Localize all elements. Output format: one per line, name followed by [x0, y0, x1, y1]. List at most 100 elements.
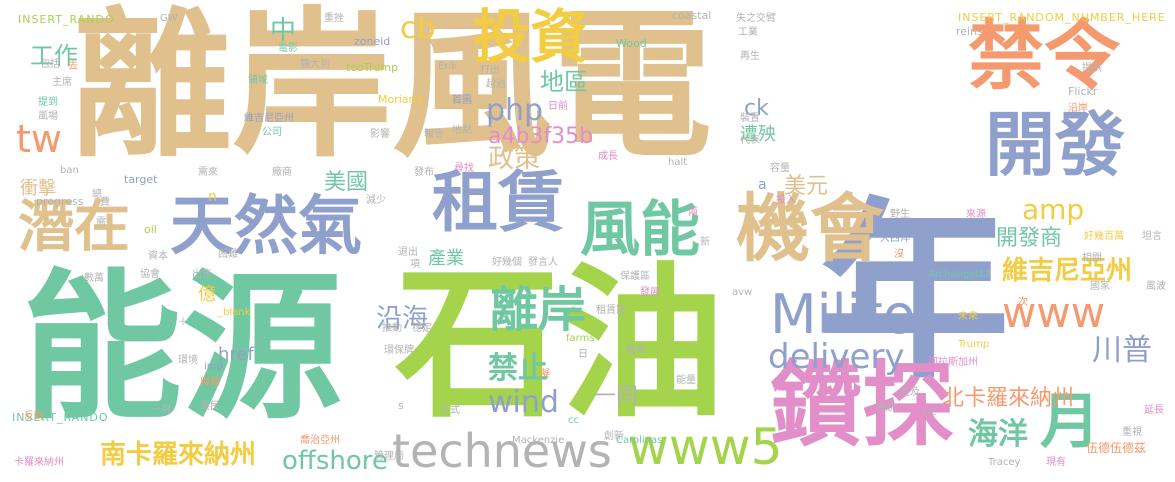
word-laiyuan: 來源	[966, 209, 986, 220]
word-n: n	[208, 189, 217, 205]
word-blank: _blank	[218, 307, 251, 318]
word-yanchang: 延長	[1144, 405, 1164, 416]
word-a: a	[758, 177, 767, 193]
word-target: target	[124, 173, 158, 186]
word-zulin: 租賃	[432, 164, 564, 241]
word-flickr: Flickr	[1068, 85, 1098, 98]
word-chuantong: 傳統	[876, 403, 896, 414]
word-erik: Erik	[438, 61, 457, 72]
word-progress: progress	[36, 195, 84, 208]
word-shoutu: 首圖	[452, 95, 472, 106]
word-jianshao: 減少	[366, 195, 386, 206]
word-qianzai: 潛在	[18, 195, 130, 260]
word-a4b3f35b: a4b3f35b	[488, 124, 594, 149]
word-zhengce: 政策	[488, 144, 541, 174]
word-beikaluolainazhou: 北卡羅來納州	[942, 386, 1075, 411]
word-meiguo: 美國	[324, 170, 369, 195]
word-meiyuan: 美元	[784, 174, 829, 199]
word-riqian: 日前	[548, 101, 568, 112]
word-xianyou: 現有	[1046, 457, 1066, 468]
word-nengyuan: 能源	[22, 254, 343, 441]
word-chuanpu: 川普	[1092, 333, 1152, 368]
word-gw: GW	[160, 13, 178, 24]
word-zhuxi: 主席	[52, 77, 72, 88]
word-shiyou: 石油	[395, 248, 725, 440]
word-ci: 次	[1018, 297, 1028, 308]
word-zong: 總	[92, 189, 102, 200]
word-yesheng: 野生	[890, 209, 910, 220]
word-insert-rando-1: INSERT_RANDO	[18, 13, 115, 26]
word-yue: 月	[1040, 387, 1100, 457]
word-didian: 地點	[452, 125, 472, 136]
word-milito: Milito	[770, 283, 916, 346]
word-fengchang: 風場	[38, 111, 58, 122]
word-chuangxin: 創新	[604, 431, 624, 442]
word-tanyan: 坦言	[1142, 231, 1162, 242]
word-www5: www5	[628, 418, 783, 476]
word-jihui: 機會	[736, 186, 884, 272]
word-zhongcuo: 重挫	[324, 13, 344, 24]
word-nian: 年	[818, 182, 1010, 405]
word-tw: tw	[16, 117, 62, 161]
word-touru: 投入	[776, 195, 796, 206]
word-wending: 穩定	[412, 323, 432, 334]
word-amp: amp	[1022, 193, 1085, 226]
word-dachu: 打出	[480, 65, 500, 76]
word-avw: avw	[732, 287, 753, 298]
word-guanliju: 管理局	[374, 451, 404, 462]
word-changshang: 廠商	[272, 167, 292, 178]
word-tracey: Tracey	[988, 457, 1021, 468]
word-weijiniya: 維吉尼亞州	[1002, 256, 1133, 286]
word-huanjing: 環境	[178, 355, 198, 366]
word-chongji: 衝擊	[20, 178, 56, 199]
word-shuwan: 數萬	[84, 273, 104, 284]
word-liang: 兩	[688, 207, 698, 218]
word-ban: ban	[60, 165, 79, 176]
word-lian: 離岸	[490, 282, 587, 338]
word-baohuqu: 保護區	[620, 271, 650, 282]
word-xin: 新	[700, 237, 710, 248]
word-mackenzie: Mackenzie	[512, 435, 565, 446]
word-kuodadao: 擴大到	[300, 59, 330, 70]
word-yitong: 一同	[594, 384, 639, 409]
word-rongliang: 容量	[770, 163, 790, 174]
word-fayanren: 發言人	[528, 257, 558, 268]
word-archangel12: Archangel12	[928, 269, 992, 280]
word-jinzhi: 禁止	[488, 351, 548, 386]
word-xiehui: 協會	[140, 269, 160, 280]
word-jinling: 禁令	[968, 11, 1120, 100]
word-plus-2: ＋	[178, 317, 188, 328]
word-dongwu: 動物	[626, 345, 646, 356]
word-kunnan: 困難	[218, 249, 238, 260]
word-src: src	[922, 407, 937, 418]
word-coastal: coastal	[672, 9, 712, 22]
word-haojibaiwan: 好幾百萬	[1084, 231, 1124, 242]
word-chengzhang: 成長	[598, 151, 618, 162]
word-moriarty: Moriarty	[378, 93, 424, 106]
word-xiangguan: 相關	[1082, 253, 1102, 264]
word-carolinas: Carolinas	[616, 435, 663, 446]
word-tigong: 提供	[1082, 63, 1102, 74]
word-alasijiazhou: 阿拉斯加州	[928, 357, 978, 368]
word-qu: 去	[68, 61, 78, 72]
word-kaluolainazhou: 卡羅來納州	[14, 457, 64, 468]
word-touzi: 投資	[472, 3, 589, 71]
word-tuichu: 退出	[398, 247, 418, 258]
word-chanye: 產業	[428, 248, 464, 269]
word-chaoguo: 超過	[486, 79, 506, 90]
word-xingqu: 興趣	[200, 377, 220, 388]
word-fabu: 發布	[414, 167, 434, 178]
word-weijiniya-small: 維吉尼亞州	[244, 113, 294, 124]
word-ni: 擬	[540, 369, 550, 380]
word-yingxiang: 影響	[370, 129, 390, 140]
word-www: www	[1002, 288, 1106, 337]
word-kaifashang: 開發商	[996, 226, 1063, 251]
word-xulai: 需來	[198, 167, 218, 178]
word-huanbaopai: 環保牌	[384, 345, 414, 356]
word-zaoyang: 遭殃	[740, 124, 776, 145]
word-s: s	[398, 399, 404, 412]
word-zaisheng: 再生	[740, 51, 760, 62]
word-dianying: 電影	[278, 43, 298, 54]
word-oil: oil	[144, 223, 157, 236]
word-nengliang: 能量	[676, 375, 696, 386]
